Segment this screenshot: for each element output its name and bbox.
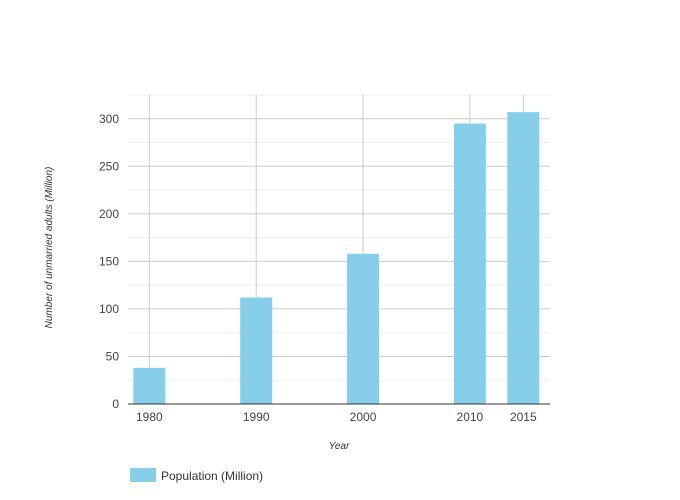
bars <box>133 112 540 405</box>
minor-gridlines <box>128 94 550 381</box>
y-tick-label: 100 <box>99 302 119 316</box>
x-tick-label: 1990 <box>243 410 270 424</box>
bar[interactable] <box>507 112 540 405</box>
y-tick-label: 50 <box>106 349 120 363</box>
bar[interactable] <box>453 123 486 405</box>
bar[interactable] <box>133 367 166 404</box>
y-tick-label: 200 <box>99 207 119 221</box>
legend-label: Population (Million) <box>161 469 263 483</box>
y-axis-title: Number of unmarried adults (Million) <box>44 167 55 329</box>
y-tick-label: 300 <box>99 112 119 126</box>
x-axis-title: Year <box>329 441 350 452</box>
x-tick-label: 2000 <box>350 410 377 424</box>
legend-swatch <box>130 468 156 482</box>
y-tick-label: 250 <box>99 159 119 173</box>
bar[interactable] <box>347 253 380 404</box>
x-tick-label: 1980 <box>136 410 163 424</box>
y-tick-label: 0 <box>112 397 119 411</box>
bar[interactable] <box>240 297 273 404</box>
x-tick-labels: 1980 1990 2000 2010 2015 <box>136 410 537 424</box>
y-tick-label: 150 <box>99 254 119 268</box>
x-tick-label: 2015 <box>510 410 537 424</box>
legend[interactable]: Population (Million) <box>130 468 263 483</box>
y-tick-labels: 0 50 100 150 200 250 300 <box>99 112 119 411</box>
x-tick-label: 2010 <box>457 410 484 424</box>
